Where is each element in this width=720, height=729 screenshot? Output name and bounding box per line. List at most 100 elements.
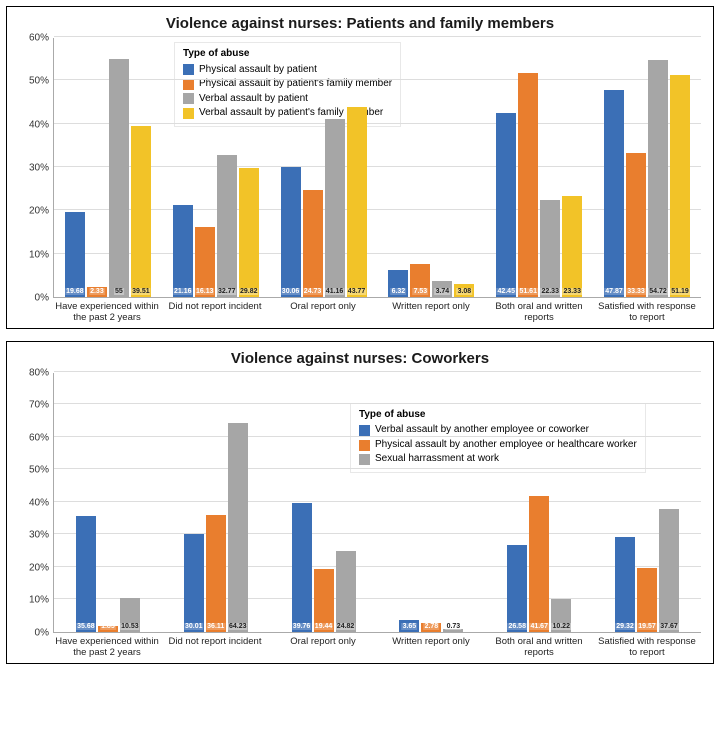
chart2-x-labels: Have experienced within the past 2 years… xyxy=(53,633,701,659)
bar-value-label: 32.77 xyxy=(217,288,237,295)
y-tick-label: 80% xyxy=(29,367,49,378)
y-tick-label: 30% xyxy=(29,530,49,541)
y-tick-label: 40% xyxy=(29,497,49,508)
bar-value-label: 37.67 xyxy=(659,623,679,630)
bar-value-label: 30.01 xyxy=(184,623,204,630)
bar-value-label: 41.16 xyxy=(325,288,345,295)
bar-value-label: 36.11 xyxy=(206,623,225,630)
x-category-label: Written report only xyxy=(377,633,485,659)
bar: 21.16 xyxy=(173,205,193,297)
bar: 7.53 xyxy=(410,264,430,297)
bar-value-label: 29.32 xyxy=(615,623,635,630)
bar: 24.82 xyxy=(336,551,356,632)
bar-value-label: 6.32 xyxy=(391,288,407,295)
y-tick-label: 10% xyxy=(29,249,49,260)
bar-value-label: 21.16 xyxy=(173,288,193,295)
bar-value-label: 19.68 xyxy=(65,288,85,295)
bar: 29.32 xyxy=(615,537,635,632)
bar-value-label: 43.77 xyxy=(347,288,367,295)
y-tick-label: 30% xyxy=(29,163,49,174)
bar-value-label: 51.61 xyxy=(518,288,538,295)
bar-group: 6.327.53 3.743.08 xyxy=(377,38,485,297)
chart-coworkers: Violence against nurses: Coworkers 0%10%… xyxy=(6,341,714,664)
bar-value-label: 54.72 xyxy=(648,288,668,295)
x-category-label: Did not report incident xyxy=(161,633,269,659)
bar: 29.82 xyxy=(239,168,259,297)
bar: 54.72 xyxy=(648,60,668,297)
chart1-plot-wrap: 0%10%20%30%40%50%60% Type of abuse Physi… xyxy=(19,38,701,324)
y-tick-label: 60% xyxy=(29,432,49,443)
bar-value-label: 1.85 xyxy=(100,623,116,630)
y-tick-label: 60% xyxy=(29,33,49,44)
bar-value-label: 24.82 xyxy=(336,623,356,630)
chart2-y-axis: 0%10%20%30%40%50%60%70%80% xyxy=(19,373,53,633)
y-tick-label: 50% xyxy=(29,76,49,87)
chart2-title: Violence against nurses: Coworkers xyxy=(19,350,701,367)
bar-value-label: 35.68 xyxy=(76,623,96,630)
bar-group: 3.652.780.73 xyxy=(377,373,485,632)
bar: 64.23 xyxy=(228,423,248,632)
bar-value-label: 24.73 xyxy=(303,288,323,295)
y-tick-label: 50% xyxy=(29,465,49,476)
bar: 41.16 xyxy=(325,119,345,297)
x-category-label: Satisfied with response to report xyxy=(593,633,701,659)
bar: 47.87 xyxy=(604,90,624,297)
y-tick-label: 40% xyxy=(29,119,49,130)
bar-value-label: 39.51 xyxy=(131,288,151,295)
x-category-label: Did not report incident xyxy=(161,298,269,324)
bar-group: 35.68 1.85 10.53 xyxy=(54,373,162,632)
bar: 55 xyxy=(109,59,129,297)
bar: 42.45 xyxy=(496,113,516,297)
bar: 22.33 xyxy=(540,200,560,297)
bar: 1.85 xyxy=(98,626,118,632)
bar: 39.51 xyxy=(131,126,151,297)
bar: 51.61 xyxy=(518,73,538,297)
bar-value-label: 42.45 xyxy=(496,288,516,295)
bar: 19.57 xyxy=(637,568,657,632)
bar-value-label: 51.19 xyxy=(670,288,690,295)
bar: 35.68 xyxy=(76,516,96,632)
bar: 3.65 xyxy=(399,620,419,632)
chart2-groups: 35.681.8510.5330.0136.1164.2339.7619.442… xyxy=(54,373,701,632)
bar: 19.68 xyxy=(65,212,85,297)
chart1-groups: 19.68 2.33 5539.51 21.1616.1332.7729.82 30.0… xyxy=(54,38,701,297)
x-category-label: Written report only xyxy=(377,298,485,324)
chart1-x-labels: Have experienced within the past 2 years… xyxy=(53,298,701,324)
bar: 37.67 xyxy=(659,509,679,631)
bar-group: 21.1616.1332.7729.82 xyxy=(162,38,270,297)
bar: 10.53 xyxy=(120,598,140,632)
bar: 23.33 xyxy=(562,196,582,297)
x-category-label: Satisfied with response to report xyxy=(593,298,701,324)
bar-value-label: 3.65 xyxy=(402,623,418,630)
bar: 32.77 xyxy=(217,155,237,297)
bar: 0.73 xyxy=(443,629,463,631)
bar: 10.22 xyxy=(551,599,571,632)
bar-value-label: 39.76 xyxy=(292,623,312,630)
bar: 16.13 xyxy=(195,227,215,297)
bar-value-label: 10.22 xyxy=(551,623,571,630)
bar: 30.01 xyxy=(184,534,204,632)
bar-value-label: 47.87 xyxy=(604,288,624,295)
bar-value-label: 22.33 xyxy=(540,288,560,295)
y-tick-label: 20% xyxy=(29,562,49,573)
bar-group: 30.0136.1164.23 xyxy=(162,373,270,632)
chart2-plot-area: Type of abuse Verbal assault by another … xyxy=(53,373,701,633)
bar: 6.32 xyxy=(388,270,408,297)
chart-patients-family: Violence against nurses: Patients and fa… xyxy=(6,6,714,329)
chart1-title: Violence against nurses: Patients and fa… xyxy=(19,15,701,32)
bar-value-label: 3.74 xyxy=(435,288,451,295)
y-tick-label: 0% xyxy=(35,293,49,304)
grid-line xyxy=(54,36,701,37)
bar-value-label: 16.13 xyxy=(195,288,215,295)
bar-group: 29.3219.5737.67 xyxy=(593,373,701,632)
grid-line xyxy=(54,371,701,372)
bar: 3.74 xyxy=(432,281,452,297)
bar: 2.33 xyxy=(87,287,107,297)
bar-group: 19.68 2.33 5539.51 xyxy=(54,38,162,297)
bar-value-label: 2.33 xyxy=(89,288,105,295)
bar: 3.08 xyxy=(454,284,474,297)
bar: 39.76 xyxy=(292,503,312,632)
bar-value-label: 10.53 xyxy=(120,623,140,630)
x-category-label: Both oral and written reports xyxy=(485,633,593,659)
bar: 30.06 xyxy=(281,167,301,297)
